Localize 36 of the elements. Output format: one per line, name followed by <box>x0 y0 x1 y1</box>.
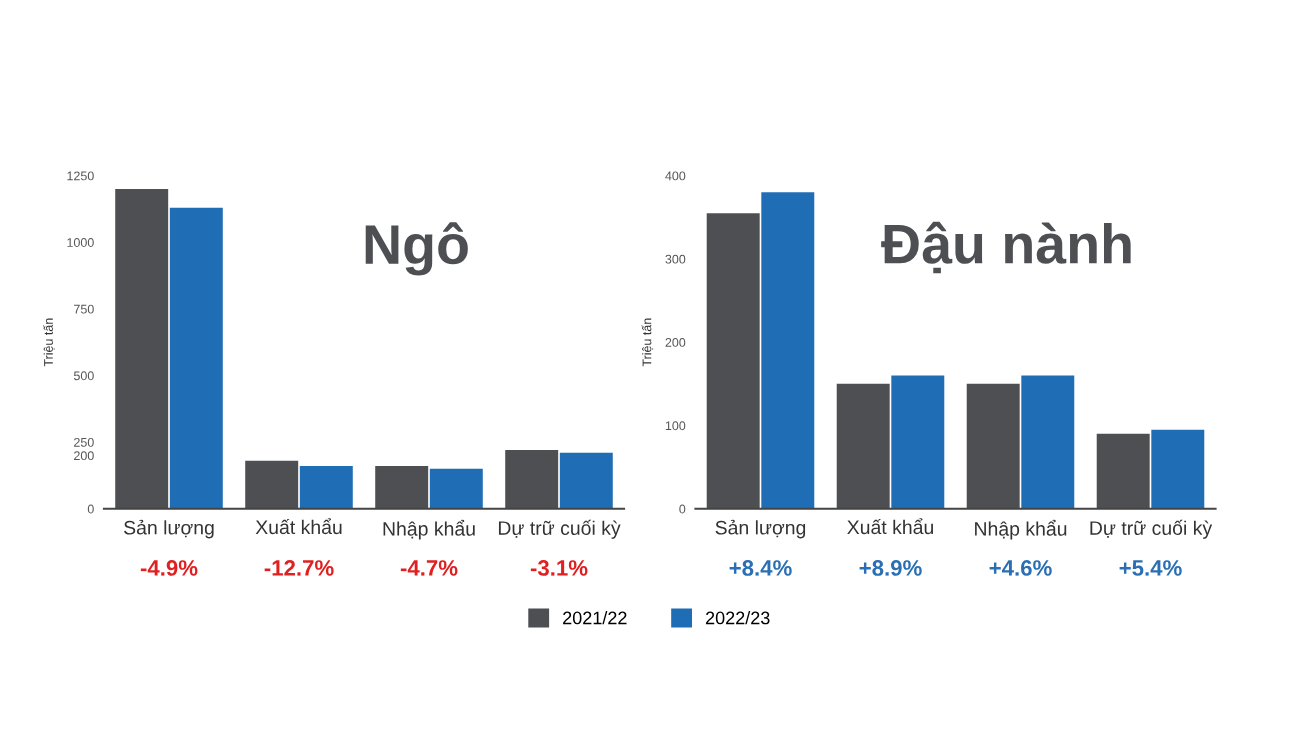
bar <box>245 460 299 509</box>
bar <box>1021 375 1075 509</box>
text: -4.9% <box>140 560 198 576</box>
x-tick-label: Xuất khẩu <box>255 518 342 535</box>
bar <box>891 375 945 509</box>
text: Ngô <box>365 222 468 276</box>
x-tick-label: Sản lượng <box>124 519 214 539</box>
bar <box>559 452 613 509</box>
bar <box>299 466 353 509</box>
x-tick-label: Dự trữ cuối kỳ <box>498 519 621 539</box>
bar <box>706 213 760 509</box>
text: +8.4% <box>729 560 792 576</box>
x-tick-label: Nhập khẩu <box>383 519 475 540</box>
legend-label: 2021/22 <box>563 611 627 625</box>
text: -12.7% <box>264 560 334 576</box>
text: +8.9% <box>859 560 922 576</box>
bar <box>1151 429 1205 509</box>
bar <box>429 468 483 509</box>
x-tick-label: Nhập khẩu <box>975 519 1067 540</box>
bar <box>169 207 223 509</box>
x-tick-label: Sản lượng <box>715 519 806 539</box>
bar <box>1096 433 1150 509</box>
x-tick-label: Xuất khẩu <box>847 518 933 535</box>
legend-label: 2022/23 <box>705 611 770 625</box>
x-tick-label: Dự trữ cuối kỳ <box>1090 519 1213 539</box>
bar <box>836 383 890 509</box>
bar <box>966 383 1020 509</box>
bar <box>761 192 815 509</box>
bar <box>505 450 559 509</box>
text: +5.4% <box>1119 560 1182 576</box>
text: +4.6% <box>989 560 1052 576</box>
text: -3.1% <box>530 560 588 576</box>
bar <box>375 466 429 509</box>
text: Đậu nành <box>881 221 1131 274</box>
bar <box>115 189 169 509</box>
text: -4.7% <box>400 560 458 576</box>
